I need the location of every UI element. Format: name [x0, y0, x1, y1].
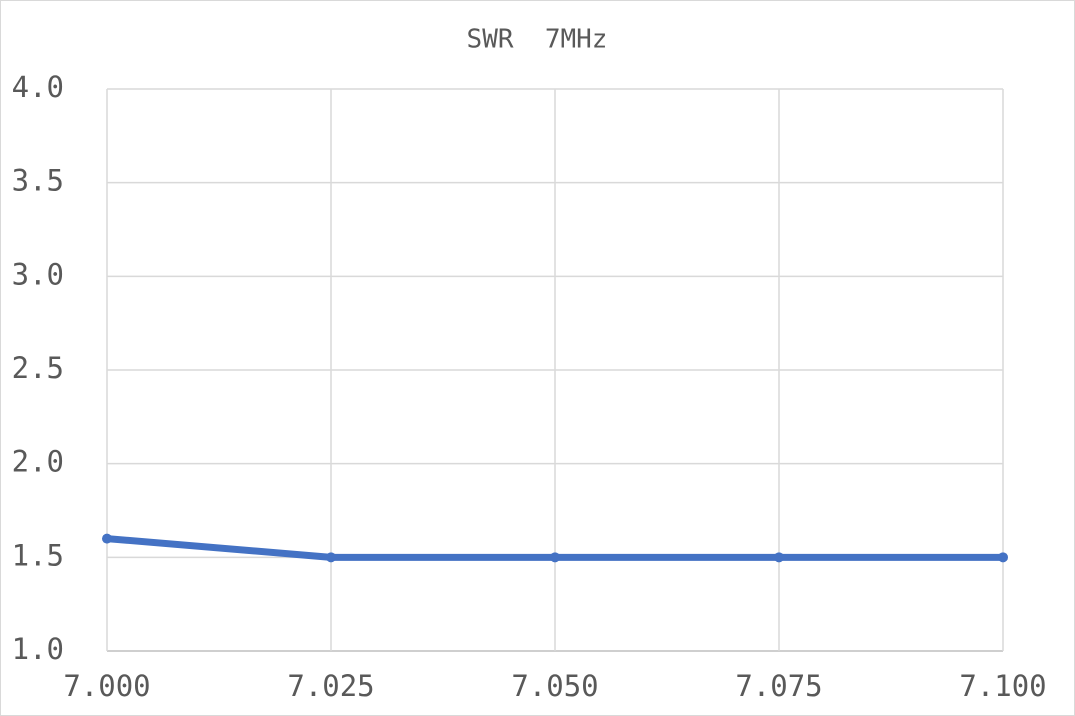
- x-tick-label: 7.100: [959, 669, 1046, 703]
- y-tick-label: 3.0: [12, 257, 64, 291]
- y-tick-label: 2.0: [12, 445, 64, 479]
- x-tick-label: 7.075: [735, 669, 822, 703]
- y-tick-label: 2.5: [12, 351, 64, 385]
- y-tick-label: 3.5: [12, 164, 64, 198]
- x-tick-label: 7.000: [63, 669, 150, 703]
- point: [774, 552, 784, 563]
- y-tick-label: 4.0: [12, 70, 64, 104]
- x-tick-label: 7.025: [287, 669, 374, 703]
- point: [102, 533, 112, 544]
- point: [998, 552, 1008, 563]
- x-tick-label: 7.050: [511, 669, 598, 703]
- chart-title: SWR 7MHz: [467, 25, 608, 55]
- y-tick-label: 1.5: [12, 538, 64, 572]
- point: [550, 552, 560, 563]
- y-tick-label: 1.0: [12, 632, 64, 666]
- point: [326, 552, 336, 563]
